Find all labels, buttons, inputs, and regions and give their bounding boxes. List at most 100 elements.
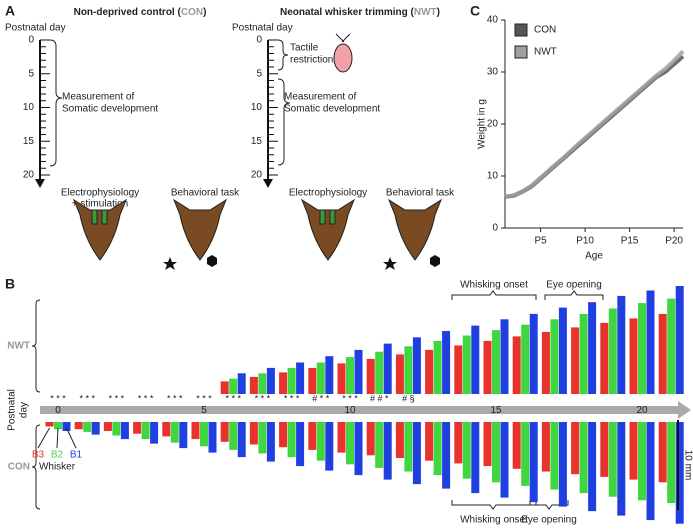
mouse-heads bbox=[72, 198, 443, 261]
panel-title: Neonatal whisker trimming (NWT) bbox=[280, 7, 440, 18]
title-abbr: NWT bbox=[414, 7, 437, 18]
bar bbox=[170, 422, 179, 443]
y-axis-title: Weight in g bbox=[477, 99, 488, 149]
bar bbox=[83, 422, 92, 432]
annotation: Eye opening bbox=[521, 515, 577, 526]
electrodes bbox=[91, 209, 336, 225]
timeline-label: 15 bbox=[251, 136, 263, 147]
bar bbox=[471, 422, 480, 494]
electrode bbox=[101, 209, 108, 225]
x-axis-title: Age bbox=[585, 251, 603, 262]
bar bbox=[249, 422, 258, 445]
bar bbox=[471, 325, 480, 394]
bar bbox=[529, 313, 538, 394]
bar bbox=[500, 422, 509, 498]
group-label: CON bbox=[8, 462, 30, 473]
legend-swatch bbox=[514, 45, 528, 59]
y-tick-label: 0 bbox=[492, 223, 498, 234]
bar bbox=[483, 422, 492, 467]
significance: * * * bbox=[167, 393, 183, 403]
bar bbox=[208, 422, 217, 453]
bar bbox=[249, 376, 258, 394]
significance: # § bbox=[402, 393, 415, 403]
bar bbox=[512, 422, 521, 469]
title-part: ) bbox=[437, 7, 440, 18]
bar bbox=[529, 422, 538, 503]
day-label: 0 bbox=[55, 405, 61, 416]
x-tick-label: P5 bbox=[534, 236, 547, 247]
bar bbox=[433, 340, 442, 394]
note: Behavioral task bbox=[386, 188, 455, 199]
axis-title: Postnatal day bbox=[232, 23, 293, 34]
bar bbox=[354, 422, 363, 476]
timeline-label: 0 bbox=[256, 35, 262, 46]
bar bbox=[646, 422, 655, 521]
bar bbox=[425, 422, 434, 461]
bar bbox=[62, 422, 71, 431]
note: Tactile bbox=[290, 43, 319, 54]
bar bbox=[162, 422, 171, 437]
bar bbox=[395, 422, 404, 458]
timeline-label: 20 bbox=[251, 170, 263, 181]
brace bbox=[31, 424, 41, 510]
bar bbox=[521, 422, 530, 486]
panel-label: B bbox=[5, 276, 15, 292]
bar bbox=[120, 422, 129, 440]
bar bbox=[308, 367, 317, 394]
bar bbox=[579, 313, 588, 394]
note: Somatic development bbox=[284, 104, 380, 115]
bar bbox=[675, 286, 684, 394]
legend-swatch bbox=[514, 23, 528, 37]
x-tick-label: P20 bbox=[665, 236, 683, 247]
bar bbox=[658, 422, 667, 483]
legend-label: B2 bbox=[51, 450, 64, 461]
note: Electrophysiology bbox=[61, 188, 139, 199]
legend-label: CON bbox=[534, 25, 556, 36]
bar bbox=[337, 363, 346, 394]
bar bbox=[541, 331, 550, 394]
bar bbox=[258, 373, 267, 394]
bar bbox=[462, 422, 471, 479]
bar bbox=[45, 422, 54, 427]
bar bbox=[266, 422, 275, 462]
bar bbox=[191, 422, 200, 440]
bar bbox=[316, 422, 325, 461]
bar bbox=[492, 330, 500, 394]
bar bbox=[366, 358, 375, 394]
significance: * * * bbox=[79, 393, 95, 403]
electrode bbox=[319, 209, 326, 225]
bar bbox=[638, 422, 646, 501]
bar bbox=[383, 343, 392, 394]
bar bbox=[454, 422, 463, 464]
scissors-icon bbox=[335, 33, 351, 43]
significance: * * * bbox=[138, 393, 154, 403]
bar bbox=[500, 319, 509, 394]
bar bbox=[412, 422, 421, 485]
legend-label: NWT bbox=[534, 47, 557, 58]
day-label: 15 bbox=[490, 405, 502, 416]
bar bbox=[512, 336, 521, 394]
bar bbox=[296, 362, 305, 394]
significance: # # * bbox=[370, 393, 389, 403]
electrode bbox=[329, 209, 336, 225]
brace bbox=[31, 299, 41, 393]
bar bbox=[629, 318, 638, 394]
bar bbox=[412, 337, 421, 394]
bar bbox=[366, 422, 375, 456]
title-part: Non-deprived control ( bbox=[74, 7, 182, 18]
bar bbox=[608, 422, 617, 497]
note: + stimulation bbox=[72, 199, 128, 210]
bar bbox=[600, 322, 609, 394]
bracket bbox=[451, 290, 537, 300]
day-arrow bbox=[40, 401, 691, 419]
mouse-head bbox=[387, 198, 443, 261]
legend-arrow bbox=[37, 427, 50, 449]
bar bbox=[346, 357, 354, 394]
legend-label: B1 bbox=[70, 450, 83, 461]
bar bbox=[442, 331, 451, 394]
significance: * * * bbox=[196, 393, 212, 403]
panel-title: Non-deprived control (CON) bbox=[74, 7, 207, 18]
timeline-label: 10 bbox=[251, 102, 263, 113]
axis-title: Postnatal day bbox=[5, 23, 66, 34]
timeline-label: 5 bbox=[256, 68, 262, 79]
